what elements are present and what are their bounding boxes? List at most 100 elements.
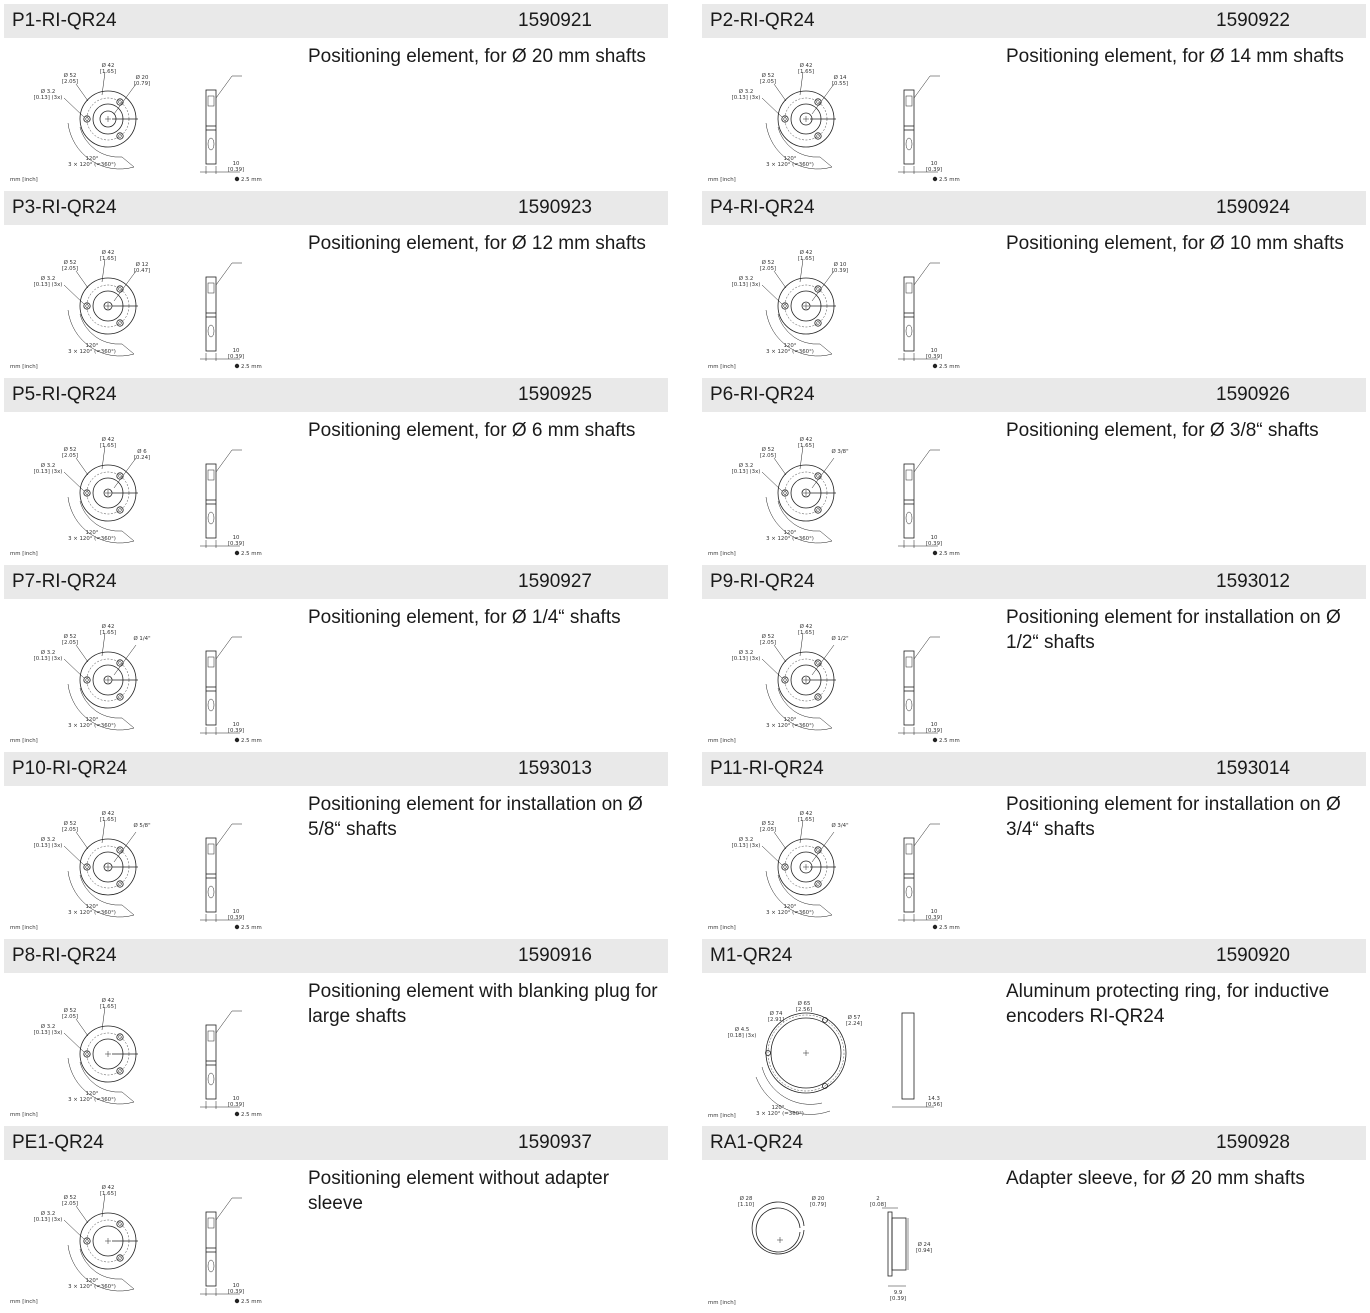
angle-arc	[67, 870, 135, 918]
side-view	[200, 1197, 242, 1296]
mounting-hole	[781, 863, 789, 871]
product-header: P6-RI-QR24 1590926	[702, 378, 1366, 412]
drawing-svg: Ø 65[2.56] Ø 74[2.91] Ø 57[2.24] Ø 4.5[0.18…	[708, 1000, 942, 1119]
mounting-hole	[814, 285, 822, 293]
side-view	[200, 262, 242, 361]
dim-d42-label: Ø 42	[800, 62, 813, 69]
leader-line	[101, 1006, 106, 1031]
dim-shaft-inch: [0.79]	[134, 81, 150, 87]
leader-line	[101, 632, 106, 657]
dim-thickness-inch: [0.56]	[926, 1102, 942, 1108]
dim-d42-inch: [1.65]	[798, 256, 814, 262]
leader-line	[811, 270, 835, 302]
dim-angle-label: 120°	[784, 530, 797, 536]
product-header: P1-RI-QR24 1590921	[4, 4, 668, 38]
drawing-svg: Ø 42[1.65] Ø 52[2.05] Ø 3.2[0.13] (3x) Ø 10…	[708, 249, 960, 370]
leader-line	[773, 644, 787, 663]
mounting-hole-center	[816, 134, 820, 138]
dim-length-inch: [0.39]	[890, 1296, 906, 1302]
angle-arc	[761, 1066, 823, 1105]
mounting-hole-center	[118, 134, 122, 138]
side-hole	[905, 137, 913, 151]
mounting-hole	[116, 132, 124, 140]
dim-hole-label: Ø 3.2	[41, 649, 56, 656]
dim-shaft-label: Ø 1/2"	[831, 635, 848, 642]
leader-line	[63, 845, 85, 866]
side-view	[200, 1010, 242, 1109]
screw-head	[207, 282, 215, 294]
units-label: mm [inch]	[708, 551, 736, 557]
dim-hole-inch: [0.18] (3x)	[728, 1033, 757, 1039]
mounting-hole	[814, 132, 822, 140]
product-number: 1590922	[1216, 10, 1290, 31]
dim-hole-inch: [0.13] (3x)	[34, 656, 63, 662]
angle-arc-end	[121, 717, 135, 729]
dim-d20-label: Ø 20	[812, 1195, 825, 1202]
dim-d42-label: Ø 42	[800, 810, 813, 817]
leader-line	[101, 819, 106, 844]
section-leader	[913, 262, 940, 286]
mounting-hole	[822, 1017, 828, 1023]
dim-d52-inch: [2.05]	[760, 827, 776, 833]
product-header: PE1-QR24 1590937	[4, 1126, 668, 1160]
product-code: M1-QR24	[710, 945, 793, 966]
side-hole	[207, 698, 215, 712]
product-header: P10-RI-QR24 1593013	[4, 752, 668, 786]
mounting-hole	[814, 880, 822, 888]
product-header: P3-RI-QR24 1590923	[4, 191, 668, 225]
mounting-hole-center	[118, 1035, 122, 1039]
dim-hole-inch: [0.13] (3x)	[732, 95, 761, 101]
side-hole	[905, 698, 913, 712]
product-description: Positioning element without adapter slee…	[308, 1168, 610, 1214]
dimension-drawing: Ø 42 [1.65] Ø 52 [2.05] Ø 3.2 [0.13] (3x) Ø 6[…	[4, 412, 304, 565]
leader-line	[773, 83, 787, 102]
product-card: P9-RI-QR24 1593012 Ø 42 [1.65] Ø 52 [2.05] Ø 3…	[702, 565, 1366, 752]
units-label: mm [inch]	[708, 177, 736, 183]
dim-angle-label: 120°	[86, 1278, 99, 1284]
mounting-hole	[814, 319, 822, 327]
dim-hole-inch: [0.13] (3x)	[732, 282, 761, 288]
product-code: P11-RI-QR24	[710, 758, 824, 779]
dimension-drawing: Ø 28 [1.10] Ø 20 [0.79] mm [inch] 2 [0.08] Ø 24…	[702, 1160, 1002, 1313]
screw-head	[905, 469, 913, 481]
side-profile	[903, 650, 915, 726]
product-code: PE1-QR24	[12, 1132, 104, 1153]
dim-d52-inch: [2.05]	[62, 1201, 78, 1207]
dim-angle-label: 120°	[86, 530, 99, 536]
units-label: mm [inch]	[10, 177, 38, 183]
screw-head	[207, 1030, 215, 1042]
leader-line	[75, 831, 89, 850]
product-header: RA1-QR24 1590928	[702, 1126, 1366, 1160]
mounting-hole	[116, 1067, 124, 1075]
product-card: M1-QR24 1590920 Ø 65 [2.56] Ø 74 [2.91] Ø 57 [2…	[702, 939, 1366, 1126]
dim-thickness-label: 10	[931, 722, 938, 728]
mounting-hole	[814, 98, 822, 106]
dimension-drawing: Ø 42 [1.65] Ø 52 [2.05] Ø 3.2 [0.13] (3x) Ø 1/…	[702, 599, 1002, 752]
angle-arc	[765, 122, 833, 170]
dim-shaft-inch: [0.39]	[832, 268, 848, 274]
mounting-hole-center	[85, 1052, 89, 1056]
leader-line	[799, 71, 804, 96]
side-profile	[205, 276, 217, 352]
dim-d52-inch: [2.05]	[62, 640, 78, 646]
dim-thickness-label: 10	[233, 1283, 240, 1289]
dim-thickness-label: 10	[931, 535, 938, 541]
dim-d52-inch: [2.05]	[62, 266, 78, 272]
units-label: mm [inch]	[708, 1300, 736, 1306]
angle-arc	[777, 687, 821, 719]
leader-line	[63, 658, 85, 679]
dim-hole-label: Ø 3.2	[739, 462, 754, 469]
dim-d42-label: Ø 42	[800, 436, 813, 443]
section-leader	[215, 636, 242, 660]
leader-line	[75, 644, 89, 663]
product-code: P9-RI-QR24	[710, 571, 815, 592]
dim-thickness-label: 10	[931, 348, 938, 354]
mounting-hole	[781, 489, 789, 497]
dim-hole-label: Ø 3.2	[41, 88, 56, 95]
dimension-drawing: Ø 42 [1.65] Ø 52 [2.05] Ø 3.2 [0.13] (3x) Ø 20…	[4, 38, 304, 191]
dim-d52-inch: [2.05]	[62, 79, 78, 85]
dim-thickness-inch: [0.39]	[926, 167, 942, 173]
mounting-hole-center	[816, 661, 820, 665]
dim-angle-label: 120°	[784, 343, 797, 349]
section-leader	[215, 449, 242, 473]
